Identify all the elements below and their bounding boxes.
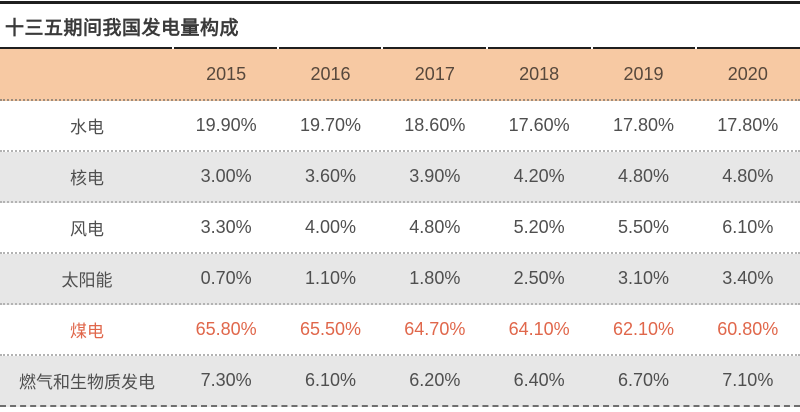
year-header-cell: 2019 [623,63,664,84]
table-row: 煤电 65.80% 65.50% 64.70% 64.10% 62.10% 60.80% [0,305,800,356]
table-row: 核电 3.00% 3.60% 3.90% 4.20% 4.80% 4.80% [0,152,800,203]
row-label: 太阳能 [61,271,113,290]
value-cell: 19.90% [195,115,257,135]
year-header-cell: 2018 [519,63,560,84]
value-cell: 65.50% [299,319,362,339]
value-cell: 5.20% [513,217,565,237]
value-cell: 4.00% [304,217,357,237]
value-cell: 4.20% [513,166,565,186]
value-cell: 3.30% [200,217,252,237]
value-cell: 6.10% [304,370,357,390]
value-cell: 64.70% [404,319,466,339]
top-rule [0,1,800,4]
value-cell: 3.60% [304,166,357,186]
value-cell: 6.40% [513,370,565,390]
row-label: 核电 [70,169,104,188]
table-row: 太阳能 0.70% 1.10% 1.80% 2.50% 3.10% 3.40% [0,254,800,305]
row-label: 煤电 [70,322,104,341]
year-header-cell: 2016 [310,63,351,84]
value-cell: 5.50% [617,217,669,237]
year-header-cell: 2015 [206,63,247,84]
value-cell: 3.90% [409,166,461,186]
row-label: 水电 [70,118,104,137]
value-cell: 65.80% [195,319,257,339]
generation-mix-table: 2015 2016 2017 2018 2019 2020 水电 19.90% 19.70% 1… [0,49,800,407]
year-header-cell: 2017 [414,63,455,84]
value-cell: 17.60% [508,115,570,135]
table-row: 燃气和生物质发电 7.30% 6.10% 6.20% 6.40% 6.70% 7.10% [0,356,800,407]
value-cell: 4.80% [409,217,461,237]
value-cell: 19.70% [299,115,362,135]
table-row: 水电 19.90% 19.70% 18.60% 17.60% 17.80% 17.80% [0,101,800,152]
value-cell: 1.10% [304,268,357,288]
rule-segment [0,47,172,49]
value-cell: 3.10% [617,268,669,288]
rule-segment [174,47,277,49]
value-cell: 17.80% [612,115,674,135]
value-cell: 17.80% [717,115,779,135]
rule-segment [383,47,487,49]
value-cell: 64.10% [508,319,570,339]
value-cell: 6.10% [722,217,774,237]
value-cell: 2.50% [513,268,565,288]
value-cell: 3.00% [200,166,252,186]
value-cell: 62.10% [612,319,674,339]
table-row: 风电 3.30% 4.00% 4.80% 5.20% 5.50% 6.10% [0,203,800,254]
value-cell: 4.80% [617,166,669,186]
value-cell: 4.80% [722,166,774,186]
value-cell: 7.10% [722,370,774,390]
value-cell: 60.80% [717,319,779,339]
value-cell: 3.40% [722,268,774,288]
value-cell: 1.80% [409,268,461,288]
table-header-row: 2015 2016 2017 2018 2019 2020 [0,49,800,101]
rule-segment [278,47,382,49]
rule-segment [488,47,591,49]
page-title: 十三五期间我国发电量构成 [5,18,240,39]
header-top-rule [0,47,800,49]
value-cell: 7.30% [200,370,252,390]
rule-segment [592,47,696,49]
value-cell: 0.70% [200,268,252,288]
year-header-cell: 2020 [727,63,768,84]
value-cell: 6.70% [617,370,669,390]
row-label: 燃气和生物质发电 [19,373,155,392]
row-label: 风电 [70,220,104,239]
value-cell: 18.60% [404,115,466,135]
value-cell: 6.20% [409,370,461,390]
rule-segment [697,47,800,49]
